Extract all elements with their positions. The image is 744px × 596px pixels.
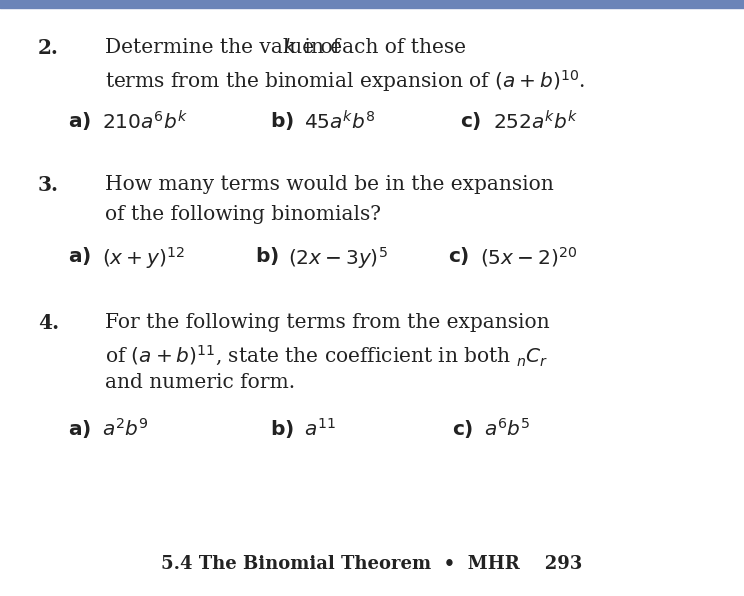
Text: Determine the value of: Determine the value of — [105, 38, 347, 57]
Text: $\bf{a)}$: $\bf{a)}$ — [68, 245, 91, 267]
Text: 3.: 3. — [38, 175, 59, 195]
Text: $\bf{c)}$: $\bf{c)}$ — [448, 245, 469, 267]
Text: $\bf{a)}$: $\bf{a)}$ — [68, 418, 91, 440]
Text: $\bf{a)}$: $\bf{a)}$ — [68, 110, 91, 132]
Text: $a^6b^5$: $a^6b^5$ — [484, 418, 530, 440]
Text: in each of these: in each of these — [298, 38, 466, 57]
Text: of $(a + b)^{11}$, state the coefficient in both $_{n}C_{r}$: of $(a + b)^{11}$, state the coefficient… — [105, 343, 548, 368]
Text: $\bf{b)}$: $\bf{b)}$ — [270, 418, 294, 440]
Text: 4.: 4. — [38, 313, 59, 333]
Text: and numeric form.: and numeric form. — [105, 373, 295, 392]
Text: $252a^kb^k$: $252a^kb^k$ — [493, 110, 578, 133]
Text: $\bf{b)}$: $\bf{b)}$ — [255, 245, 279, 267]
Text: How many terms would be in the expansion: How many terms would be in the expansion — [105, 175, 554, 194]
Text: $\bf{b)}$: $\bf{b)}$ — [270, 110, 294, 132]
Text: $\bf{c)}$: $\bf{c)}$ — [452, 418, 473, 440]
Text: terms from the binomial expansion of $(a + b)^{10}$.: terms from the binomial expansion of $(a… — [105, 68, 586, 94]
Text: $\bf{c)}$: $\bf{c)}$ — [460, 110, 481, 132]
Text: $(x + y)^{12}$: $(x + y)^{12}$ — [102, 245, 185, 271]
Text: $(2x - 3y)^5$: $(2x - 3y)^5$ — [288, 245, 388, 271]
Text: $(5x - 2)^{20}$: $(5x - 2)^{20}$ — [480, 245, 577, 269]
Text: $210a^6b^k$: $210a^6b^k$ — [102, 110, 188, 133]
Text: 2.: 2. — [38, 38, 59, 58]
Text: of the following binomials?: of the following binomials? — [105, 205, 381, 224]
Text: $a^2b^9$: $a^2b^9$ — [102, 418, 149, 440]
Text: $a^{11}$: $a^{11}$ — [304, 418, 336, 440]
Text: $45a^kb^8$: $45a^kb^8$ — [304, 110, 376, 133]
Text: For the following terms from the expansion: For the following terms from the expansi… — [105, 313, 550, 332]
Text: 5.4 The Binomial Theorem  •  MHR    293: 5.4 The Binomial Theorem • MHR 293 — [161, 555, 583, 573]
Text: $k$: $k$ — [283, 38, 298, 57]
